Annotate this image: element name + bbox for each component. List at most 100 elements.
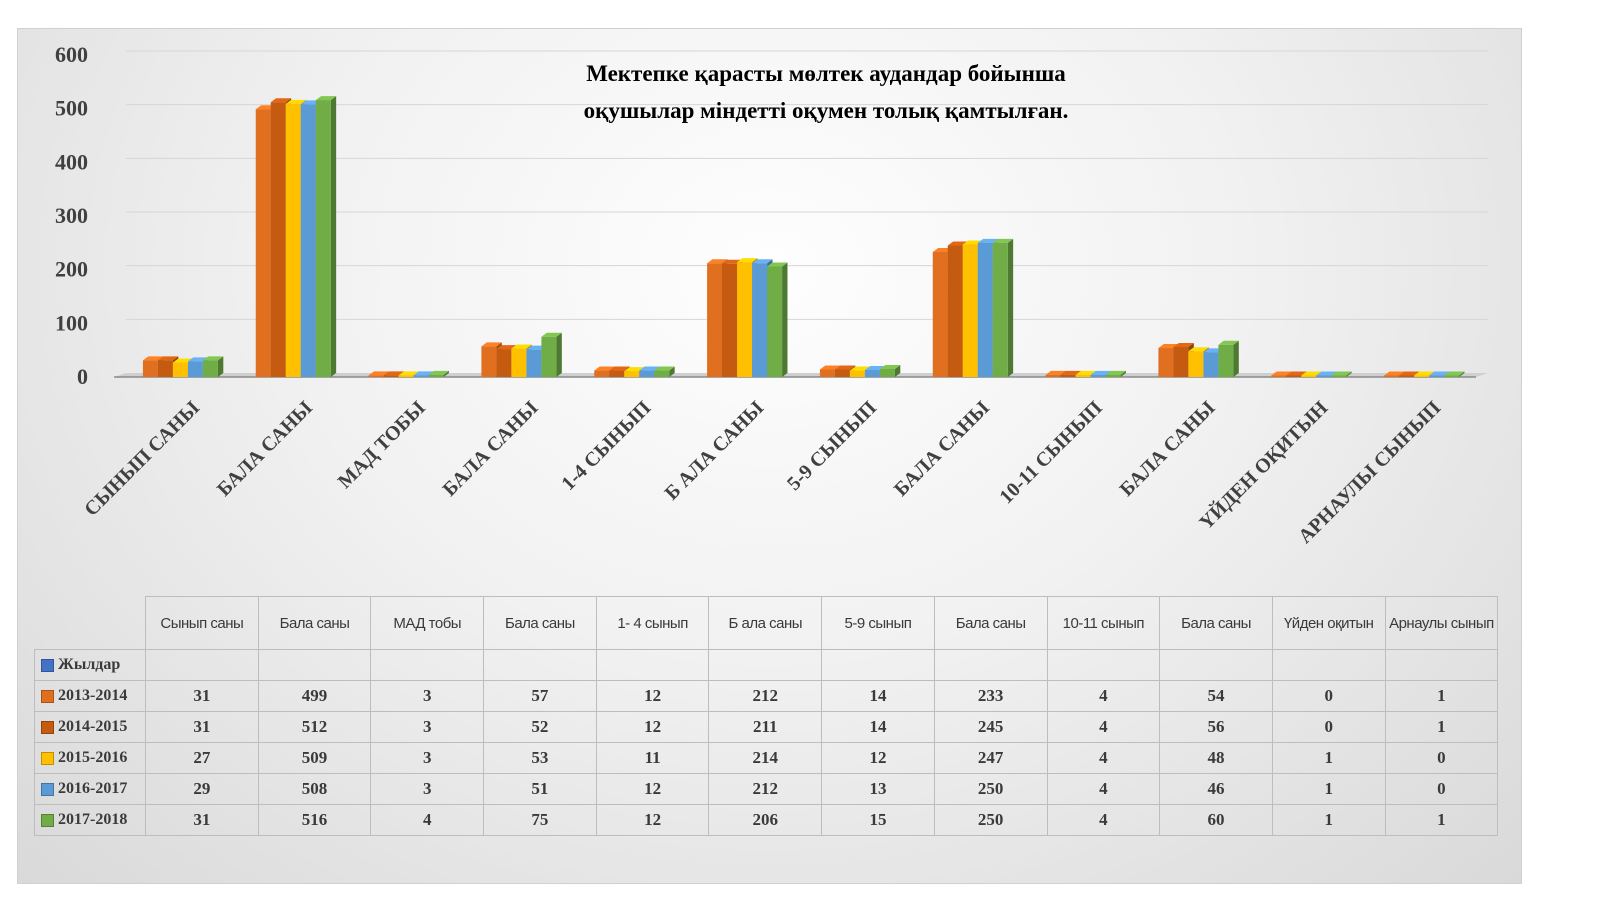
legend-color-key xyxy=(41,658,54,672)
x-category-label: 10-11 СЫНЫП xyxy=(995,397,1107,509)
table-cell: 516 xyxy=(257,804,372,836)
table-cell: 512 xyxy=(257,711,372,743)
table-column-header: Сынып саны xyxy=(145,596,259,650)
legend-entry: 2017-2018 xyxy=(34,804,146,836)
table-cell: 12 xyxy=(595,711,710,743)
table-cell: 31 xyxy=(145,804,259,836)
bar-2017-2018-0 xyxy=(202,356,224,377)
table-cell: 4 xyxy=(1046,680,1161,712)
table-column-header: Б ала саны xyxy=(708,596,823,650)
x-axis-categories: СЫНЫП САНЫ БАЛА САНЫ МАД ТОБЫ БАЛА САНЫ 1-4 … xyxy=(80,396,1445,548)
y-tick-label: 200 xyxy=(55,257,88,282)
table-cell: 15 xyxy=(821,804,935,836)
table-cell xyxy=(1384,649,1499,681)
table-row: 2013-2014 31 499 3 57 12 212 14 233 4 54 0 1 xyxy=(34,680,1499,712)
legend-label: 2017-2018 xyxy=(58,811,128,828)
table-cell xyxy=(145,649,259,681)
bar-2017-2018-11 xyxy=(1444,371,1465,377)
table-cell xyxy=(370,649,485,681)
table-cell: 3 xyxy=(370,742,485,774)
table-cell: 233 xyxy=(933,680,1048,712)
table-cell: 508 xyxy=(257,773,372,805)
table-column-header: 10-11 сынып xyxy=(1046,596,1161,650)
table-cell: 1 xyxy=(1271,773,1386,805)
table-cell xyxy=(1159,649,1273,681)
table-cell: 13 xyxy=(821,773,935,805)
legend-color-key xyxy=(41,751,54,765)
table-cell: 12 xyxy=(595,773,710,805)
table-cell: 245 xyxy=(933,711,1048,743)
legend-color-key xyxy=(41,720,54,734)
table-cell: 31 xyxy=(145,711,259,743)
table-cell: 4 xyxy=(1046,804,1161,836)
bar-2017-2018-9 xyxy=(1218,340,1239,377)
x-category-label: СЫНЫП САНЫ xyxy=(80,397,204,521)
table-cell: 0 xyxy=(1384,773,1499,805)
table-cell: 1 xyxy=(1384,711,1499,743)
table-row: Жылдар xyxy=(34,649,1499,681)
table-cell: 14 xyxy=(821,680,935,712)
table-cell: 3 xyxy=(370,680,485,712)
legend-color-key xyxy=(41,813,54,827)
table-cell: 57 xyxy=(483,680,597,712)
table-row: 2016-2017 29 508 3 51 12 212 13 250 4 46 1 0 xyxy=(34,773,1499,805)
table-cell: 212 xyxy=(708,773,823,805)
table-header-row: Сынып саны Бала саны МАД тобы Бала саны 1- 4… xyxy=(34,596,1499,650)
table-cell: 14 xyxy=(821,711,935,743)
legend-label: 2016-2017 xyxy=(58,780,128,797)
table-cell: 52 xyxy=(483,711,597,743)
table-cell: 60 xyxy=(1159,804,1273,836)
table-cell: 206 xyxy=(708,804,823,836)
table-cell: 4 xyxy=(1046,773,1161,805)
table-column-header: Бала саны xyxy=(257,596,372,650)
x-category-label: 1-4 СЫНЫП xyxy=(557,397,655,495)
table-cell: 214 xyxy=(708,742,823,774)
table-cell: 11 xyxy=(595,742,710,774)
table-cell: 3 xyxy=(370,711,485,743)
table-cell: 250 xyxy=(933,773,1048,805)
table-cell: 247 xyxy=(933,742,1048,774)
table-column-header: Бала саны xyxy=(933,596,1048,650)
y-tick-label: 0 xyxy=(77,364,88,389)
legend-entry: 2014-2015 xyxy=(34,711,146,743)
table-cell: 4 xyxy=(1046,742,1161,774)
y-tick-label: 500 xyxy=(55,96,88,121)
table-cell: 211 xyxy=(708,711,823,743)
table-column-header: Арнаулы сынып xyxy=(1384,596,1499,650)
x-category-label: БАЛА САНЫ xyxy=(439,397,543,501)
y-tick-label: 100 xyxy=(55,310,88,335)
table-cell: 31 xyxy=(145,680,259,712)
floor-top xyxy=(114,373,1488,377)
table-row: 2014-2015 31 512 3 52 12 211 14 245 4 56 0 1 xyxy=(34,711,1499,743)
table-cell xyxy=(821,649,935,681)
table-cell: 4 xyxy=(1046,711,1161,743)
chart-title-line-2: оқушылар міндетті оқумен толық қамтылған… xyxy=(584,98,1069,123)
legend-entry: Жылдар xyxy=(34,649,146,681)
bar-2017-2018-1 xyxy=(315,96,337,377)
table-column-header: МАД тобы xyxy=(370,596,485,650)
bar-2017-2018-7 xyxy=(992,238,1014,377)
x-category-label: Б АЛА САНЫ xyxy=(661,397,769,505)
y-axis-ticks: 0 100 200 300 400 500 600 xyxy=(55,42,88,389)
table-column-header: 1- 4 сынып xyxy=(595,596,710,650)
bar-2017-2018-5 xyxy=(767,262,788,377)
legend-label: Жылдар xyxy=(58,656,121,673)
grid-lines xyxy=(126,50,1488,320)
legend-color-key xyxy=(41,782,54,796)
table-cell: 51 xyxy=(483,773,597,805)
x-category-label: БАЛА САНЫ xyxy=(890,397,994,501)
x-category-label: БАЛА САНЫ xyxy=(1116,397,1220,501)
table-cell: 499 xyxy=(257,680,372,712)
table-cell xyxy=(1046,649,1161,681)
bar-2017-2018-6 xyxy=(879,364,901,377)
y-tick-label: 300 xyxy=(55,203,88,228)
table-cell: 12 xyxy=(821,742,935,774)
x-category-label: МАД ТОБЫ xyxy=(334,397,430,493)
table-row: 2015-2016 27 509 3 53 11 214 12 247 4 48 1 0 xyxy=(34,742,1499,774)
table-cell: 12 xyxy=(595,804,710,836)
x-category-label: БАЛА САНЫ xyxy=(213,397,317,501)
table-cell: 75 xyxy=(483,804,597,836)
table-cell xyxy=(1271,649,1386,681)
table-cell: 0 xyxy=(1384,742,1499,774)
